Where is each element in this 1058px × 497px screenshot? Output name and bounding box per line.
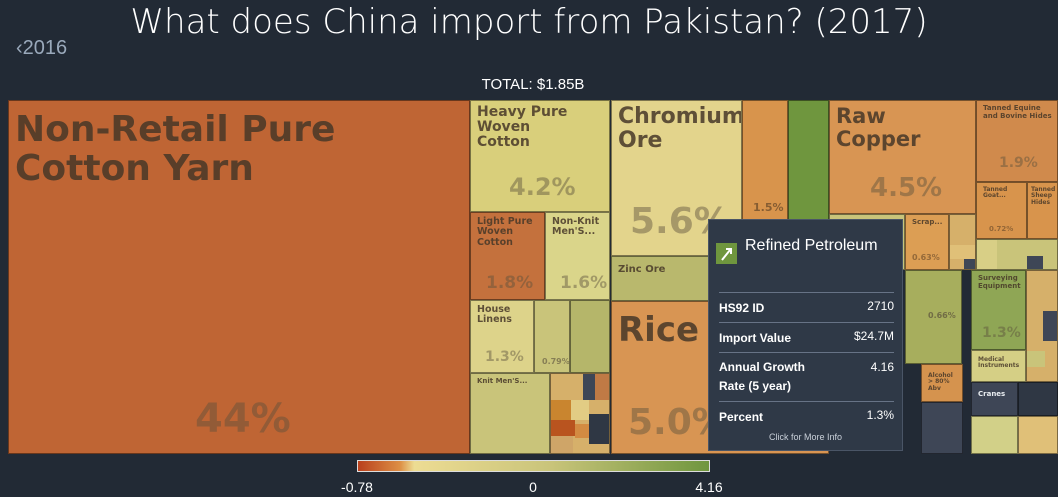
previous-year-label: 2016 [22, 37, 68, 59]
tile-textile-cluster[interactable] [550, 373, 610, 454]
tile-label: Tanned Goat... [983, 186, 1008, 200]
tooltip-title: Refined Petroleum [745, 237, 878, 254]
tile-label: Surveying Equipment [978, 274, 1021, 290]
tile-surveying-equipment[interactable]: Surveying Equipment 1.3% [971, 270, 1026, 350]
tile-label: Chromium Ore [618, 104, 742, 153]
tile-percent: 4.5% [870, 173, 943, 203]
tile-label: Cranes [978, 390, 1006, 398]
tile-percent: 4.2% [509, 173, 576, 201]
tile-green-mid[interactable]: 0.66% [905, 270, 962, 364]
tile-label: Tanned Sheep Hides [1031, 186, 1056, 206]
tooltip-row: Percent 1.3% [719, 401, 894, 430]
tile-percent: 0.79% [542, 357, 570, 366]
tile-label: Scrap... [912, 218, 943, 226]
legend-min-label: -0.78 [341, 479, 373, 495]
tile-percent: 1.8% [486, 273, 534, 293]
tile-machinery-small[interactable] [971, 416, 1018, 454]
tile-label: Non-Retail Pure Cotton Yarn [15, 109, 336, 189]
previous-year-link[interactable]: ‹2016 [16, 37, 67, 60]
tooltip-value: $24.7M [853, 329, 894, 343]
tooltip-key: HS92 ID [719, 301, 765, 315]
tooltip-row: HS92 ID 2710 [719, 292, 894, 323]
tile-cranes-neighbor[interactable] [1018, 382, 1058, 416]
tooltip-key: Import Value [719, 331, 792, 345]
tile-tanned-equine-bovine-hides[interactable]: Tanned Equine and Bovine Hides 1.9% [976, 100, 1058, 182]
tile-percent: 1.9% [999, 155, 1038, 171]
tile-percent: 1.5% [753, 201, 784, 214]
color-scale-legend [357, 460, 710, 472]
tile-percent: 1.3% [485, 349, 524, 365]
petroleum-icon [716, 243, 737, 264]
tile-tanned-goat[interactable]: Tanned Goat... 0.72% [976, 182, 1027, 239]
tile-cranes[interactable]: Cranes [971, 382, 1018, 416]
tile-label: House Linens [477, 304, 512, 326]
tile-percent: 0.63% [912, 253, 940, 262]
tile-percent: 44% [195, 396, 291, 442]
legend-mid-label: 0 [529, 479, 537, 495]
tooltip-key: Annual Growth Rate (5 year) [719, 360, 805, 393]
tile-dark-block[interactable] [921, 402, 963, 454]
tile-textile-small-b[interactable] [570, 300, 610, 373]
tile-house-linens[interactable]: House Linens 1.3% [470, 300, 534, 373]
treemap: Non-Retail Pure Cotton Yarn 44% Heavy Pu… [8, 100, 1058, 454]
tile-scrap[interactable]: Scrap... 0.63% [905, 214, 949, 270]
legend-max-label: 4.16 [695, 479, 723, 495]
tile-label: Rice [618, 310, 700, 350]
tile-non-retail-pure-cotton-yarn[interactable]: Non-Retail Pure Cotton Yarn 44% [8, 100, 470, 454]
tile-alcohol[interactable]: Alcohol > 80% Abv [921, 364, 963, 402]
tile-percent: 1.3% [982, 325, 1021, 341]
tile-raw-copper[interactable]: Raw Copper 4.5% [829, 100, 976, 214]
tile-label: Alcohol > 80% Abv [928, 372, 953, 392]
tile-heavy-pure-woven-cotton[interactable]: Heavy Pure Woven Cotton 4.2% [470, 100, 610, 212]
tile-machinery-small-b[interactable] [1018, 416, 1058, 454]
tile-label: Raw Copper [836, 104, 921, 151]
tile-knit-mens[interactable]: Knit Men'S... [470, 373, 550, 454]
total-label: TOTAL: $1.85B [481, 76, 585, 93]
tile-percent: 0.72% [989, 225, 1014, 233]
tooltip-value: 4.16 [870, 360, 894, 374]
tile-medical-instruments[interactable]: Medical Instruments [971, 350, 1026, 382]
chevron-left-icon: ‹ [16, 37, 23, 59]
tooltip-value: 2710 [867, 299, 894, 313]
tile-label: Heavy Pure Woven Cotton [477, 104, 568, 151]
tile-non-knit-mens[interactable]: Non-Knit Men'S... 1.6% [545, 212, 610, 300]
tile-label: Medical Instruments [978, 356, 1020, 370]
tooltip-value: 1.3% [866, 408, 894, 422]
tooltip-more-info-link[interactable]: Click for More Info [768, 432, 843, 442]
tooltip-row: Import Value $24.7M [719, 322, 894, 353]
tile-label: Knit Men'S... [477, 377, 528, 385]
tile-hides-small[interactable] [976, 239, 1058, 270]
tile-instrument-cluster[interactable] [1026, 270, 1058, 382]
tile-label: Tanned Equine and Bovine Hides [983, 104, 1052, 120]
tile-metal-cluster[interactable] [949, 214, 976, 270]
tooltip-key: Percent [719, 410, 764, 424]
tile-label: Light Pure Woven Cotton [477, 216, 533, 248]
tile-label: Non-Knit Men'S... [552, 216, 600, 238]
tile-textile-small-a[interactable]: 0.79% [534, 300, 570, 373]
tile-percent: 0.66% [928, 311, 956, 320]
tile-light-pure-woven-cotton[interactable]: Light Pure Woven Cotton 1.8% [470, 212, 545, 300]
tile-percent: 1.6% [560, 273, 608, 293]
tooltip[interactable]: Refined Petroleum HS92 ID 2710 Import Va… [708, 219, 903, 451]
chart-title: What does China import from Pakistan? (2… [130, 2, 928, 42]
tile-tanned-sheep-hides[interactable]: Tanned Sheep Hides [1027, 182, 1058, 239]
tooltip-row: Annual Growth Rate (5 year) 4.16 [719, 352, 894, 401]
tile-label: Zinc Ore [618, 264, 666, 275]
